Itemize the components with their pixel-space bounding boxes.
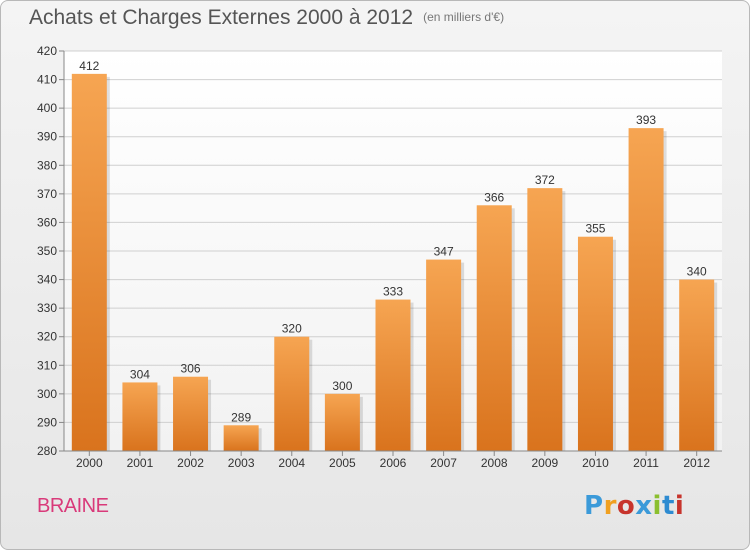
bar — [628, 128, 664, 451]
data-label: 306 — [181, 362, 201, 376]
bar — [324, 393, 360, 451]
y-tick-label: 350 — [37, 244, 57, 258]
y-tick-label: 280 — [37, 444, 57, 458]
logo-letter: t — [661, 491, 675, 521]
data-label: 320 — [282, 322, 302, 336]
data-label: 412 — [79, 59, 99, 73]
bar — [577, 236, 613, 451]
y-tick-label: 360 — [37, 215, 57, 229]
logo-letter: i — [652, 491, 662, 521]
y-tick-label: 320 — [37, 330, 57, 344]
x-tick-label: 2006 — [380, 456, 407, 470]
y-tick-label: 340 — [37, 273, 57, 287]
y-tick-label: 330 — [37, 301, 57, 315]
x-tick-label: 2010 — [582, 456, 609, 470]
y-tick-label: 370 — [37, 187, 57, 201]
data-label: 300 — [332, 379, 352, 393]
x-tick-label: 2007 — [430, 456, 457, 470]
x-tick-label: 2009 — [531, 456, 558, 470]
data-label: 372 — [535, 173, 555, 187]
logo-letter: o — [616, 491, 636, 521]
x-tick-label: 2008 — [481, 456, 508, 470]
data-label: 355 — [585, 222, 605, 236]
x-tick-label: 2005 — [329, 456, 356, 470]
x-tick-label: 2000 — [76, 456, 103, 470]
y-tick-label: 380 — [37, 158, 57, 172]
x-tick-label: 2001 — [127, 456, 154, 470]
bar — [375, 299, 411, 451]
y-tick-label: 400 — [37, 101, 57, 115]
chart-title: Achats et Charges Externes 2000 à 2012 (e… — [29, 6, 504, 30]
bars — [71, 73, 718, 451]
y-tick-label: 390 — [37, 130, 57, 144]
bar — [527, 188, 563, 451]
logo-letter: x — [635, 491, 653, 521]
chart-subtitle: (en milliers d'€) — [423, 10, 505, 24]
y-tick-label: 310 — [37, 358, 57, 372]
x-tick-label: 2004 — [278, 456, 305, 470]
data-label: 347 — [434, 245, 454, 259]
value-labels: 412 304 306 289 320 300 333 347 366 372 355 393 340 — [79, 59, 707, 424]
data-label: 340 — [687, 265, 707, 279]
bar — [426, 259, 462, 451]
bar — [274, 336, 310, 451]
x-tick-label: 2012 — [683, 456, 710, 470]
y-axis: 280 290 300 310 320 330 340 350 360 370 380 390 400 4… — [37, 44, 65, 458]
bar — [679, 279, 715, 451]
bar — [71, 73, 107, 451]
y-tick-label: 420 — [37, 44, 57, 58]
y-tick-label: 410 — [37, 73, 57, 87]
x-tick-label: 2011 — [633, 456, 659, 470]
data-label: 289 — [231, 410, 251, 424]
y-tick-label: 300 — [37, 387, 57, 401]
y-tick-label: 290 — [37, 415, 57, 429]
bar — [223, 425, 259, 451]
data-label: 366 — [484, 190, 504, 204]
data-label: 304 — [130, 367, 150, 381]
data-label: 393 — [636, 113, 656, 127]
bar — [476, 205, 512, 451]
logo-letter: i — [674, 491, 685, 521]
data-label: 333 — [383, 285, 403, 299]
chart-title-text: Achats et Charges Externes 2000 à 2012 — [29, 6, 414, 29]
bar — [122, 382, 158, 451]
x-tick-label: 2002 — [177, 456, 204, 470]
logo-letter: r — [603, 491, 617, 521]
bar — [173, 376, 209, 451]
x-axis: 2000 2001 2002 2003 2004 2005 2006 2007 2008 2009… — [64, 450, 722, 470]
proxiti-logo: Proxiti — [584, 491, 684, 521]
logo-letter: P — [584, 491, 604, 521]
x-tick-label: 2003 — [228, 456, 255, 470]
commune-name: BRAINE — [37, 495, 109, 517]
